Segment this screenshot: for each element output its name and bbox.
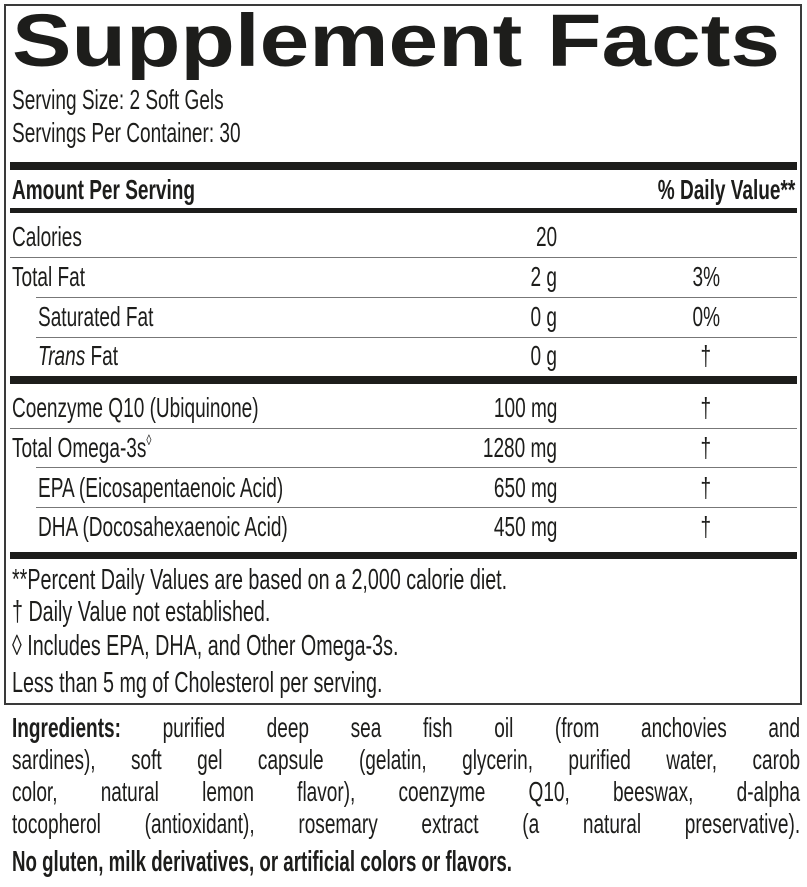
nutrient-amount: 2 g: [530, 261, 557, 292]
table-row: Trans Fat 0 g †: [0, 336, 807, 376]
ingredients-line: sardines), soft gel capsule (gelatin, gl…: [12, 744, 801, 775]
nutrient-daily-value: 3%: [692, 261, 720, 292]
nutrient-daily-value: †: [700, 340, 712, 371]
medium-divider: [10, 208, 797, 213]
footnote-marker: ◊: [146, 432, 152, 449]
table-row: Total Fat 2 g 3%: [0, 257, 807, 297]
nutrient-amount: 650 mg: [493, 472, 557, 503]
row-divider: [36, 297, 797, 298]
nutrient-daily-value: †: [700, 472, 712, 503]
nutrient-amount: 450 mg: [493, 511, 557, 542]
table-header: Amount Per Serving % Daily Value**: [0, 170, 807, 210]
table-row: EPA (Eicosapentaenoic Acid) 650 mg †: [0, 468, 807, 508]
amount-per-serving-header: Amount Per Serving: [12, 174, 196, 205]
nutrient-name: Trans Fat: [38, 336, 118, 376]
nutrient-name: Saturated Fat: [38, 301, 154, 332]
footnote: ◊ Includes EPA, DHA, and Other Omega-3s.: [12, 630, 399, 662]
ingredients-line: tocopherol (antioxidant), rosemary extra…: [12, 808, 801, 839]
title: Supplement Facts: [12, 0, 780, 80]
row-divider: [36, 337, 797, 338]
nutrient-daily-value: †: [700, 432, 712, 463]
supplement-facts-panel: [4, 4, 802, 705]
nutrient-daily-value: †: [700, 511, 712, 542]
ingredients-line: color, natural lemon flavor), coenzyme Q…: [12, 776, 801, 807]
nutrient-amount: 0 g: [530, 340, 557, 371]
footnote: Less than 5 mg of Cholesterol per servin…: [12, 667, 383, 699]
row-divider: [36, 467, 797, 468]
table-row: DHA (Docosahexaenoic Acid) 450 mg †: [0, 507, 807, 547]
nutrient-amount: 100 mg: [493, 392, 557, 423]
nutrient-name: EPA (Eicosapentaenoic Acid): [38, 472, 284, 503]
footnote: † Daily Value not established.: [12, 596, 271, 628]
ingredients-line: purified deep sea fish oil (from anchovi…: [120, 712, 801, 743]
fat-label: Fat: [85, 340, 119, 371]
omega-label: Total Omega-3s: [12, 432, 147, 463]
footnote: **Percent Daily Values are based on a 2,…: [12, 564, 508, 596]
allergen-statement: No gluten, milk derivatives, or artifici…: [12, 846, 512, 878]
thick-divider: [10, 552, 797, 559]
nutrient-name: Coenzyme Q10 (Ubiquinone): [12, 392, 259, 423]
nutrient-name: DHA (Docosahexaenoic Acid): [38, 511, 288, 542]
title-text: Supplement Facts: [12, 0, 780, 80]
table-row: Total Omega-3s◊ 1280 mg †: [0, 428, 807, 468]
serving-size: Serving Size: 2 Soft Gels: [12, 84, 224, 115]
row-divider: [10, 257, 797, 258]
daily-value-header: % Daily Value**: [657, 174, 795, 205]
nutrient-amount: 0 g: [530, 301, 557, 332]
nutrient-daily-value: †: [700, 392, 712, 423]
nutrient-daily-value: 0%: [692, 301, 720, 332]
thick-divider: [10, 162, 797, 170]
ingredients-label: Ingredients:: [12, 712, 121, 743]
row-divider: [36, 507, 797, 508]
row-divider: [10, 428, 797, 429]
thick-divider: [10, 376, 797, 384]
nutrient-name: Calories: [12, 221, 82, 252]
trans-italic: Trans: [38, 340, 86, 371]
table-row: Coenzyme Q10 (Ubiquinone) 100 mg †: [0, 388, 807, 428]
servings-per-container: Servings Per Container: 30: [12, 117, 241, 148]
nutrient-name: Total Fat: [12, 261, 86, 292]
nutrient-amount: 1280 mg: [482, 432, 557, 463]
nutrient-name: Total Omega-3s◊: [12, 428, 151, 468]
table-row: Saturated Fat 0 g 0%: [0, 297, 807, 337]
table-row: Calories 20: [0, 217, 807, 257]
nutrient-amount: 20: [535, 221, 557, 252]
